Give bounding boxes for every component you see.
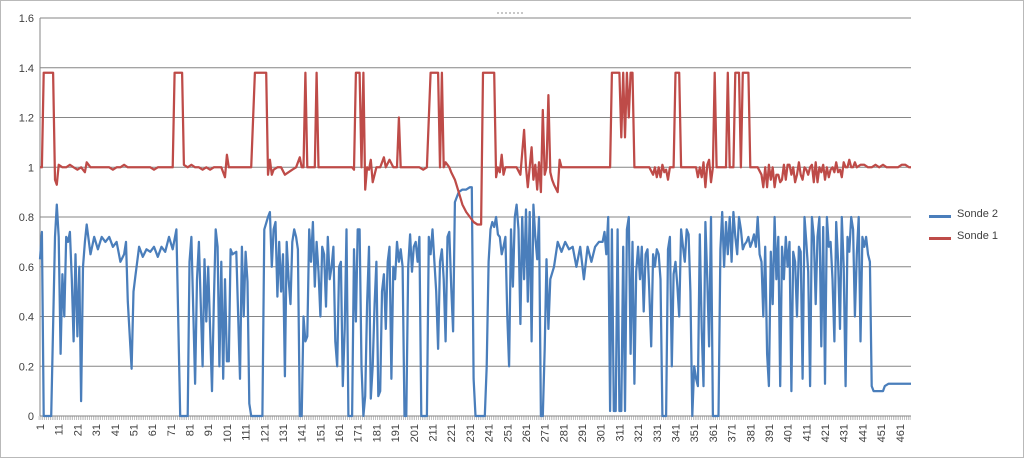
series-line-sonde-1 bbox=[40, 71, 911, 226]
legend-label: Sonde 1 bbox=[957, 230, 998, 242]
y-tick-label: 0.2 bbox=[19, 361, 34, 373]
y-tick-label: 0 bbox=[28, 411, 34, 423]
series-line-sonde-2 bbox=[38, 186, 911, 418]
x-tick-label: 31 bbox=[91, 424, 103, 436]
y-tick-label: 0.8 bbox=[19, 212, 34, 224]
x-tick-label: 301 bbox=[596, 424, 608, 442]
x-tick-label: 411 bbox=[801, 424, 813, 442]
resize-grip[interactable] bbox=[497, 1, 529, 14]
x-tick-label: 311 bbox=[614, 424, 626, 442]
x-tick-label: 451 bbox=[876, 424, 888, 442]
x-tick-label: 71 bbox=[166, 424, 178, 436]
x-tick-label: 391 bbox=[764, 424, 776, 442]
x-tick-label: 441 bbox=[857, 424, 869, 442]
x-tick-label: 171 bbox=[353, 424, 365, 442]
x-tick-label: 211 bbox=[428, 424, 440, 442]
x-tick-label: 101 bbox=[222, 424, 234, 442]
y-tick-label: 0.4 bbox=[19, 312, 34, 324]
y-tick-label: 1.4 bbox=[19, 63, 34, 75]
y-tick-label: 1 bbox=[28, 162, 34, 174]
x-tick-label: 421 bbox=[820, 424, 832, 442]
x-tick-label: 11 bbox=[54, 424, 66, 435]
x-tick-label: 141 bbox=[297, 424, 309, 442]
y-tick-label: 1.6 bbox=[19, 13, 34, 25]
legend-swatch bbox=[929, 215, 951, 218]
x-tick-label: 361 bbox=[708, 424, 720, 442]
x-tick-label: 201 bbox=[409, 424, 421, 442]
x-tick-label: 121 bbox=[259, 424, 271, 442]
x-tick-label: 261 bbox=[521, 424, 533, 442]
y-tick-label: 0.6 bbox=[19, 262, 34, 274]
x-tick-label: 381 bbox=[745, 424, 757, 442]
x-tick-label: 401 bbox=[783, 424, 795, 442]
x-tick-label: 21 bbox=[72, 424, 84, 436]
x-tick-label: 91 bbox=[203, 424, 215, 436]
x-tick-label: 351 bbox=[689, 424, 701, 442]
legend-swatch bbox=[929, 237, 951, 240]
y-tick-label: 1.2 bbox=[19, 113, 34, 125]
x-tick-label: 241 bbox=[484, 424, 496, 442]
x-tick-label: 51 bbox=[128, 424, 140, 436]
legend-label: Sonde 2 bbox=[957, 208, 998, 220]
x-tick-label: 321 bbox=[633, 424, 645, 442]
x-tick-label: 111 bbox=[241, 424, 253, 441]
x-tick-label: 341 bbox=[670, 424, 682, 442]
x-tick-label: 431 bbox=[839, 424, 851, 442]
x-tick-label: 461 bbox=[895, 424, 907, 442]
x-tick-label: 181 bbox=[371, 424, 383, 442]
x-tick-label: 271 bbox=[540, 424, 552, 442]
x-tick-label: 281 bbox=[558, 424, 570, 442]
x-tick-label: 191 bbox=[390, 424, 402, 442]
x-tick-label: 221 bbox=[446, 424, 458, 442]
x-tick-label: 41 bbox=[110, 424, 122, 436]
x-tick-label: 371 bbox=[727, 424, 739, 442]
x-tick-label: 291 bbox=[577, 424, 589, 442]
x-tick-label: 131 bbox=[278, 424, 290, 442]
x-tick-label: 331 bbox=[652, 424, 664, 442]
x-tick-label: 161 bbox=[334, 424, 346, 442]
x-tick-label: 1 bbox=[35, 424, 47, 430]
x-tick-label: 231 bbox=[465, 424, 477, 442]
x-tick-label: 61 bbox=[147, 424, 159, 436]
x-tick-label: 81 bbox=[185, 424, 197, 436]
x-tick-label: 151 bbox=[315, 424, 327, 442]
x-tick-label: 251 bbox=[502, 424, 514, 442]
